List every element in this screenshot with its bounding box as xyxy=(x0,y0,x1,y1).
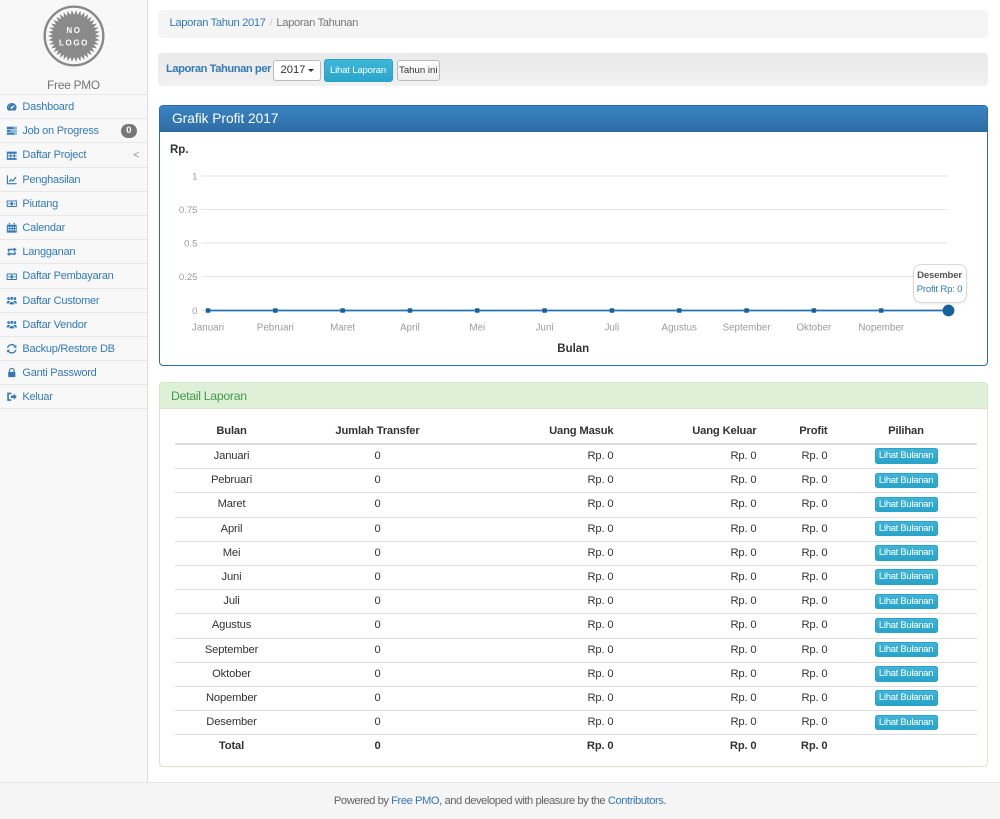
svg-text:Nopember: Nopember xyxy=(858,322,904,333)
svg-text:Agustus: Agustus xyxy=(661,322,697,333)
svg-text:0.25: 0.25 xyxy=(178,272,197,283)
svg-text:1: 1 xyxy=(192,171,197,182)
svg-text:NO: NO xyxy=(66,26,81,35)
svg-text:0.75: 0.75 xyxy=(178,205,197,216)
svg-text:LOGO: LOGO xyxy=(59,39,89,48)
svg-text:Juli: Juli xyxy=(604,322,619,333)
svg-text:Januari: Januari xyxy=(191,322,223,333)
svg-text:April: April xyxy=(400,322,420,333)
svg-text:0: 0 xyxy=(192,306,197,317)
svg-text:Pebruari: Pebruari xyxy=(256,322,293,333)
svg-text:Mei: Mei xyxy=(469,322,485,333)
svg-text:September: September xyxy=(722,322,771,333)
svg-text:Oktober: Oktober xyxy=(796,322,832,333)
svg-text:0.5: 0.5 xyxy=(184,238,197,249)
svg-text:Juni: Juni xyxy=(535,322,553,333)
svg-text:Maret: Maret xyxy=(330,322,355,333)
